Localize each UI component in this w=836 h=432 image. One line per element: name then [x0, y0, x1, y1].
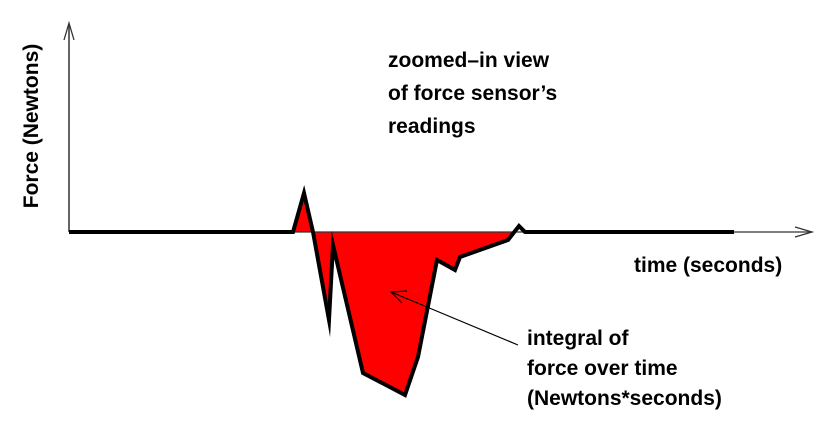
annotation-line-3: (Newtons*seconds): [527, 387, 722, 410]
annotation-arrowhead: [389, 290, 408, 304]
annotation-line-1: integral of: [527, 327, 629, 350]
x-axis-arrowhead: [794, 226, 815, 238]
annotation-line-2: force over time: [527, 357, 678, 380]
y-axis-label: Force (Newtons): [20, 43, 43, 209]
integral-area: [293, 193, 515, 395]
annotation-arrow: [390, 291, 519, 346]
force-curve: [69, 184, 734, 398]
caption-line-2: of force sensor’s: [388, 82, 558, 105]
x-axis-label: time (seconds): [634, 254, 783, 277]
caption-line-1: zoomed–in view: [388, 49, 550, 72]
y-axis-arrowhead: [63, 20, 75, 41]
caption-line-3: readings: [388, 115, 476, 138]
